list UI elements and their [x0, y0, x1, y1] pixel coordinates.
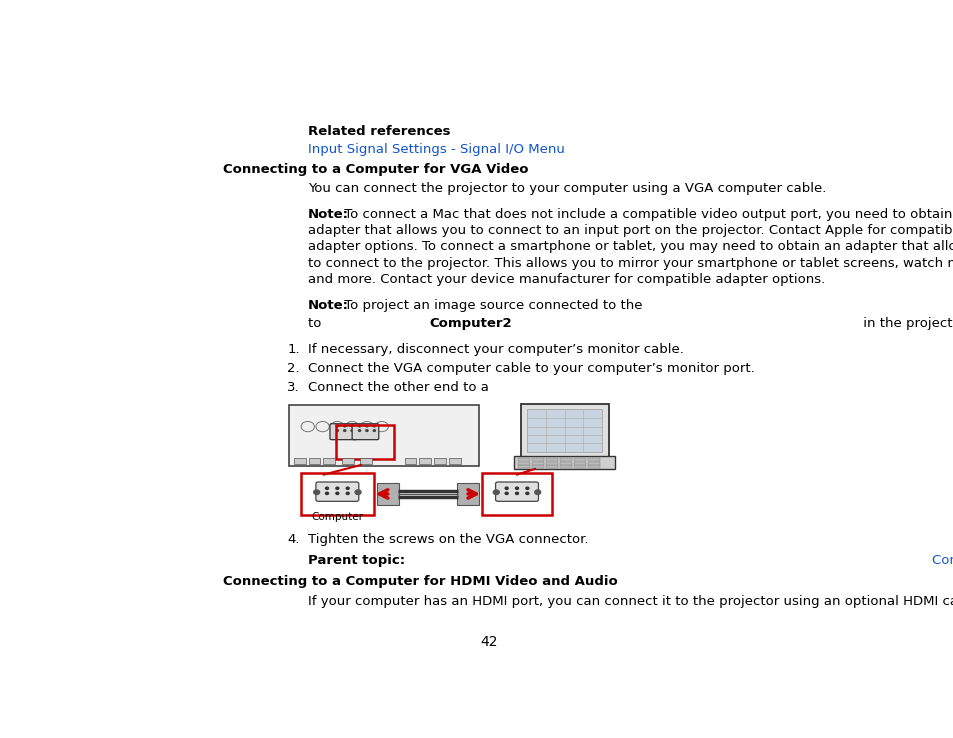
Circle shape [335, 425, 338, 427]
FancyBboxPatch shape [546, 465, 558, 468]
Circle shape [351, 425, 353, 427]
Text: 3.: 3. [287, 382, 299, 394]
Text: Connecting to a Computer for HDMI Video and Audio: Connecting to a Computer for HDMI Video … [222, 575, 617, 588]
Text: If your computer has an HDMI port, you can connect it to the projector using an : If your computer has an HDMI port, you c… [308, 595, 953, 607]
FancyBboxPatch shape [294, 458, 305, 464]
Text: 2.: 2. [287, 362, 299, 375]
Circle shape [505, 487, 508, 489]
Circle shape [358, 425, 360, 427]
FancyBboxPatch shape [574, 458, 585, 461]
FancyBboxPatch shape [520, 404, 608, 458]
Text: Related references: Related references [308, 125, 450, 139]
FancyBboxPatch shape [559, 462, 572, 465]
Text: 1.: 1. [287, 342, 299, 356]
Text: Note:: Note: [308, 208, 349, 221]
Text: If necessary, disconnect your computer’s monitor cable.: If necessary, disconnect your computer’s… [308, 342, 683, 356]
Circle shape [314, 490, 319, 494]
FancyBboxPatch shape [588, 465, 599, 468]
Text: Connect the other end to a: Connect the other end to a [308, 382, 493, 394]
Text: Connecting to Computer Sources: Connecting to Computer Sources [931, 554, 953, 568]
FancyBboxPatch shape [588, 458, 599, 461]
Text: To project an image source connected to the: To project an image source connected to … [340, 299, 646, 311]
Circle shape [343, 425, 346, 427]
Text: adapter options. To connect a smartphone or tablet, you may need to obtain an ad: adapter options. To connect a smartphone… [308, 241, 953, 253]
Circle shape [515, 487, 518, 489]
FancyBboxPatch shape [449, 458, 460, 464]
Text: 4.: 4. [287, 533, 299, 546]
FancyBboxPatch shape [517, 462, 530, 465]
FancyBboxPatch shape [527, 410, 601, 452]
FancyBboxPatch shape [341, 458, 354, 464]
FancyBboxPatch shape [532, 458, 543, 461]
FancyBboxPatch shape [574, 465, 585, 468]
FancyBboxPatch shape [434, 458, 446, 464]
Circle shape [358, 430, 360, 432]
Text: Computer2: Computer2 [429, 317, 511, 330]
FancyBboxPatch shape [456, 483, 478, 505]
FancyBboxPatch shape [514, 456, 615, 469]
FancyBboxPatch shape [301, 473, 374, 515]
Text: You can connect the projector to your computer using a VGA computer cable.: You can connect the projector to your co… [308, 182, 825, 195]
FancyBboxPatch shape [404, 458, 416, 464]
Text: Computer: Computer [311, 511, 363, 522]
Text: Connecting to a Computer for VGA Video: Connecting to a Computer for VGA Video [222, 163, 528, 176]
FancyBboxPatch shape [546, 458, 558, 461]
FancyBboxPatch shape [288, 404, 478, 466]
FancyBboxPatch shape [574, 462, 585, 465]
Circle shape [346, 492, 349, 494]
Text: Note:: Note: [308, 299, 349, 311]
Circle shape [335, 492, 338, 494]
FancyBboxPatch shape [495, 482, 537, 501]
Circle shape [365, 430, 368, 432]
Circle shape [373, 425, 375, 427]
FancyBboxPatch shape [376, 483, 398, 505]
Text: To connect a Mac that does not include a compatible video output port, you need : To connect a Mac that does not include a… [340, 208, 953, 221]
FancyBboxPatch shape [482, 473, 551, 515]
Circle shape [335, 487, 338, 489]
Text: adapter that allows you to connect to an input port on the projector. Contact Ap: adapter that allows you to connect to an… [308, 224, 953, 238]
FancyBboxPatch shape [546, 462, 558, 465]
FancyBboxPatch shape [588, 462, 599, 465]
Circle shape [493, 490, 498, 494]
Circle shape [325, 487, 328, 489]
Circle shape [343, 430, 346, 432]
FancyBboxPatch shape [352, 424, 378, 440]
FancyBboxPatch shape [360, 458, 372, 464]
FancyBboxPatch shape [315, 482, 358, 501]
FancyBboxPatch shape [559, 465, 572, 468]
Circle shape [365, 425, 368, 427]
FancyBboxPatch shape [532, 465, 543, 468]
Text: to: to [308, 317, 325, 330]
Text: Input Signal Settings - Signal I/O Menu: Input Signal Settings - Signal I/O Menu [308, 142, 564, 156]
Text: 42: 42 [479, 635, 497, 649]
Circle shape [505, 492, 508, 494]
FancyBboxPatch shape [517, 458, 530, 461]
Circle shape [355, 490, 360, 494]
Circle shape [335, 430, 338, 432]
Text: and more. Contact your device manufacturer for compatible adapter options.: and more. Contact your device manufactur… [308, 273, 824, 286]
Circle shape [373, 430, 375, 432]
Circle shape [325, 492, 328, 494]
FancyBboxPatch shape [517, 465, 530, 468]
FancyBboxPatch shape [559, 458, 572, 461]
FancyBboxPatch shape [323, 458, 335, 464]
Circle shape [535, 490, 540, 494]
FancyBboxPatch shape [330, 424, 356, 440]
Circle shape [351, 430, 353, 432]
Circle shape [515, 492, 518, 494]
Circle shape [346, 487, 349, 489]
FancyBboxPatch shape [532, 462, 543, 465]
Circle shape [525, 492, 528, 494]
Text: Parent topic:: Parent topic: [308, 554, 404, 568]
Text: to connect to the projector. This allows you to mirror your smartphone or tablet: to connect to the projector. This allows… [308, 257, 953, 269]
FancyBboxPatch shape [419, 458, 431, 464]
Text: Connect the VGA computer cable to your computer’s monitor port.: Connect the VGA computer cable to your c… [308, 362, 754, 375]
FancyBboxPatch shape [308, 458, 320, 464]
Text: in the projector’s Signal I/O menu.: in the projector’s Signal I/O menu. [858, 317, 953, 330]
Circle shape [525, 487, 528, 489]
Text: Tighten the screws on the VGA connector.: Tighten the screws on the VGA connector. [308, 533, 588, 546]
